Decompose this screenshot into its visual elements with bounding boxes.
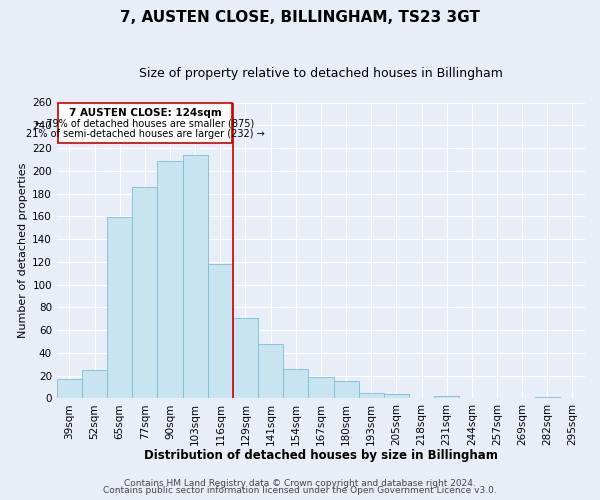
Text: Contains HM Land Registry data © Crown copyright and database right 2024.: Contains HM Land Registry data © Crown c… (124, 478, 476, 488)
X-axis label: Distribution of detached houses by size in Billingham: Distribution of detached houses by size … (144, 450, 498, 462)
Bar (283, 369, 308, 398)
Text: Contains public sector information licensed under the Open Government Licence v3: Contains public sector information licen… (103, 486, 497, 495)
Title: Size of property relative to detached houses in Billingham: Size of property relative to detached ho… (139, 68, 503, 80)
Bar (258, 344, 283, 398)
Bar (57, 379, 82, 398)
Bar (535, 397, 560, 398)
Bar (208, 264, 233, 398)
Bar (334, 382, 359, 398)
Text: 21% of semi-detached houses are larger (232) →: 21% of semi-detached houses are larger (… (26, 128, 264, 138)
Bar (82, 370, 107, 398)
Bar (308, 376, 334, 398)
Text: ← 79% of detached houses are smaller (875): ← 79% of detached houses are smaller (87… (35, 118, 254, 128)
Bar (434, 396, 459, 398)
Text: 7 AUSTEN CLOSE: 124sqm: 7 AUSTEN CLOSE: 124sqm (68, 108, 221, 118)
FancyBboxPatch shape (58, 102, 232, 144)
Text: 7, AUSTEN CLOSE, BILLINGHAM, TS23 3GT: 7, AUSTEN CLOSE, BILLINGHAM, TS23 3GT (120, 10, 480, 25)
Bar (107, 218, 133, 398)
Bar (182, 155, 208, 398)
Bar (384, 394, 409, 398)
Bar (233, 318, 258, 398)
Bar (133, 186, 157, 398)
Bar (359, 392, 384, 398)
Y-axis label: Number of detached properties: Number of detached properties (18, 162, 28, 338)
Bar (157, 160, 182, 398)
